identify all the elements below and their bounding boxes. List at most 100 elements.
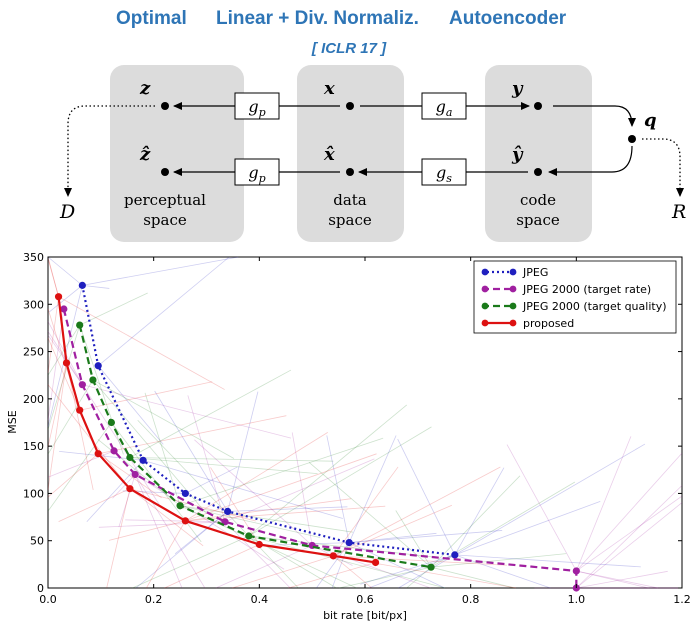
x-axis-label: bit rate [bit/px]	[323, 609, 407, 622]
series-layer	[54, 281, 580, 592]
legend-marker	[509, 302, 517, 310]
x-tick-label: 0.0	[39, 593, 57, 606]
background-curve	[185, 453, 377, 522]
background-curve	[454, 443, 646, 556]
legend-label: JPEG 2000 (target quality)	[522, 300, 667, 313]
data-space-label-1: data	[333, 191, 367, 209]
background-curve	[47, 422, 112, 512]
background-curve	[179, 505, 321, 538]
background-curve	[248, 535, 446, 589]
data-point	[181, 517, 189, 525]
data-point	[255, 540, 263, 549]
data-point	[62, 359, 71, 367]
background-curve	[185, 432, 328, 522]
background-curve	[576, 452, 683, 572]
background-curve	[97, 256, 230, 367]
x-tick-label: 0.2	[145, 593, 163, 606]
legend-label: proposed	[523, 317, 574, 330]
y-tick-label: 250	[23, 346, 44, 359]
background-curve	[348, 435, 397, 543]
background-curve	[49, 285, 83, 313]
background-curve	[360, 554, 455, 585]
data-point	[110, 447, 118, 455]
q-label: q	[644, 110, 657, 131]
data-point	[89, 376, 97, 384]
background-curve	[232, 555, 334, 589]
data-point	[76, 321, 84, 329]
background-curve	[47, 362, 67, 490]
background-curve	[108, 520, 186, 541]
ga-box	[421, 92, 467, 120]
background-curve	[135, 511, 228, 589]
background-curve	[142, 459, 343, 519]
background-curve	[291, 432, 313, 546]
background-curve	[129, 488, 204, 547]
background-per-image-curves	[47, 256, 683, 589]
background-curve	[47, 450, 115, 478]
background-curve	[368, 554, 455, 589]
data-space-label-2: space	[328, 211, 372, 229]
background-curve	[210, 467, 260, 545]
background-curve	[333, 555, 373, 589]
data-point	[126, 453, 134, 462]
zhat-label: ẑ	[139, 144, 151, 165]
data-point	[131, 470, 139, 479]
background-curve	[98, 415, 287, 455]
x-tick-label: 0.4	[251, 593, 269, 606]
background-curve	[47, 453, 99, 498]
background-curve	[106, 488, 131, 589]
y-axis-ticks: 0 50 100 150 200 250 300 350	[23, 251, 682, 595]
data-point	[54, 293, 63, 301]
x-tick-label: 0.6	[356, 593, 374, 606]
background-curve	[66, 362, 94, 491]
background-curve	[134, 474, 206, 589]
background-curve	[97, 365, 164, 445]
data-point	[76, 406, 84, 414]
data-point	[139, 456, 147, 464]
background-curve	[134, 474, 183, 589]
data-point	[78, 281, 86, 289]
background-curve	[576, 570, 668, 589]
ga-label: ga	[436, 97, 453, 119]
R-label: R	[671, 201, 686, 223]
D-label: D	[59, 201, 75, 223]
background-curve	[331, 542, 350, 589]
y-node	[534, 102, 542, 110]
xhat-label: x̂	[323, 144, 335, 165]
y-tick-label: 100	[23, 487, 44, 500]
background-curve	[454, 467, 505, 556]
background-curve	[86, 460, 144, 522]
x-tick-label: 1.2	[673, 593, 691, 606]
background-curve	[333, 504, 453, 557]
background-curve	[333, 466, 501, 557]
background-curve	[338, 566, 432, 589]
title-model: Linear + Div. Normaliz.	[216, 8, 419, 29]
legend-label: JPEG 2000 (target rate)	[522, 283, 651, 296]
x-node	[346, 102, 354, 110]
background-curve	[227, 506, 348, 512]
background-curve	[137, 420, 250, 537]
y-label: y	[511, 78, 524, 99]
zhat-node	[161, 168, 169, 176]
background-curve	[82, 256, 239, 286]
background-curve	[47, 379, 94, 455]
background-curve	[97, 453, 162, 499]
data-point	[94, 450, 102, 458]
autoencoder-diagram: z x y ẑ x̂ ŷ q perceptual space data spa…	[59, 65, 686, 242]
background-curve	[187, 395, 226, 522]
background-curve	[79, 381, 213, 411]
background-curve	[47, 324, 81, 430]
background-curve	[112, 474, 136, 499]
background-curve	[47, 256, 83, 286]
y-tick-label: 150	[23, 440, 44, 453]
background-curve	[194, 439, 313, 546]
background-curve	[146, 520, 186, 589]
gp-top-label: gp	[248, 97, 265, 119]
background-curve	[576, 502, 683, 589]
gp-bottom-label: gp	[248, 163, 265, 185]
background-curve	[248, 404, 408, 537]
xhat-node	[346, 168, 354, 176]
background-curve	[47, 362, 67, 448]
gs-box	[421, 158, 467, 186]
code-space-box	[485, 65, 592, 242]
